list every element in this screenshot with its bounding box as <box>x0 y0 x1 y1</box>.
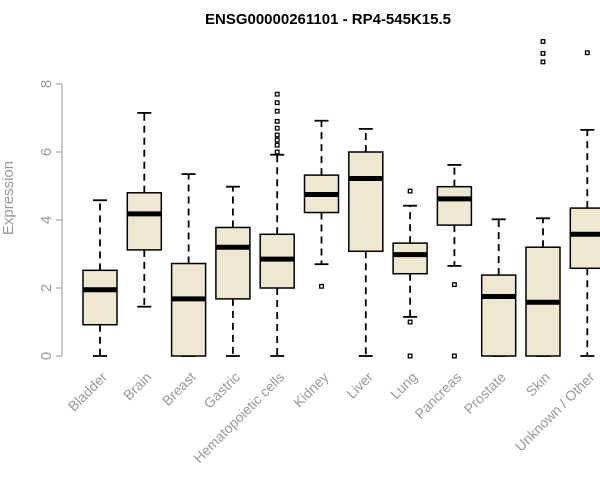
x-tick-label: Skin <box>523 369 554 400</box>
x-tick-label: Pancreas <box>411 369 464 422</box>
outlier-point <box>584 50 590 56</box>
iqr-box <box>392 242 428 275</box>
chart-title: ENSG00000261101 - RP4-545K15.5 <box>205 11 451 28</box>
box-group <box>525 39 561 357</box>
outlier-point <box>274 142 280 148</box>
plot-area <box>82 39 600 359</box>
y-axis: 0 2 4 6 8 <box>38 80 63 360</box>
y-tick-label: 8 <box>38 80 55 88</box>
x-tick-label: Brain <box>120 369 154 403</box>
iqr-box <box>436 185 473 226</box>
outlier-point <box>540 50 546 56</box>
outlier-point <box>274 118 280 124</box>
outlier-point <box>274 125 280 131</box>
x-tick-label: Prostate <box>461 369 509 417</box>
box-group <box>82 199 118 357</box>
x-tick-label: Lung <box>387 369 420 402</box>
x-tick-label: Gastric <box>200 369 243 412</box>
outlier-point <box>451 282 457 288</box>
outlier-point <box>407 188 413 194</box>
y-tick-label: 0 <box>38 352 55 360</box>
box-group <box>392 188 428 359</box>
outlier-point <box>407 319 413 325</box>
box-group <box>126 112 163 308</box>
iqr-box <box>348 151 384 253</box>
x-tick-label: Bladder <box>65 369 111 415</box>
outlier-point <box>274 149 280 155</box>
box-group <box>348 127 384 357</box>
outlier-point <box>274 100 280 106</box>
y-axis-label: Expression <box>0 161 17 235</box>
x-tick-label: Breast <box>159 369 199 409</box>
iqr-box <box>126 192 163 251</box>
iqr-box <box>480 274 517 357</box>
y-tick-label: 4 <box>38 216 55 224</box>
outlier-point <box>274 108 280 114</box>
x-tick-label: Unknown / Other <box>512 369 598 455</box>
y-tick-label: 6 <box>38 148 55 156</box>
box-group <box>259 91 295 357</box>
box-group <box>170 173 207 357</box>
outlier-point <box>451 353 457 359</box>
iqr-box <box>82 269 118 326</box>
y-tick-label: 2 <box>38 284 55 292</box>
x-tick-label: Liver <box>343 369 376 402</box>
iqr-box <box>170 262 207 357</box>
x-tick-label: Kidney <box>290 369 332 411</box>
box-group <box>569 50 600 357</box>
iqr-box <box>215 226 251 300</box>
outlier-point <box>407 353 413 359</box>
outlier-point <box>319 283 324 289</box>
box-group <box>215 185 251 357</box>
outlier-point <box>274 137 280 143</box>
outlier-point <box>274 132 280 138</box>
iqr-box <box>569 207 600 270</box>
box-group <box>303 119 340 289</box>
box-group <box>480 218 517 357</box>
outlier-point <box>540 59 546 65</box>
outlier-point <box>274 91 280 97</box>
box-group <box>436 164 473 359</box>
outlier-point <box>540 39 546 44</box>
